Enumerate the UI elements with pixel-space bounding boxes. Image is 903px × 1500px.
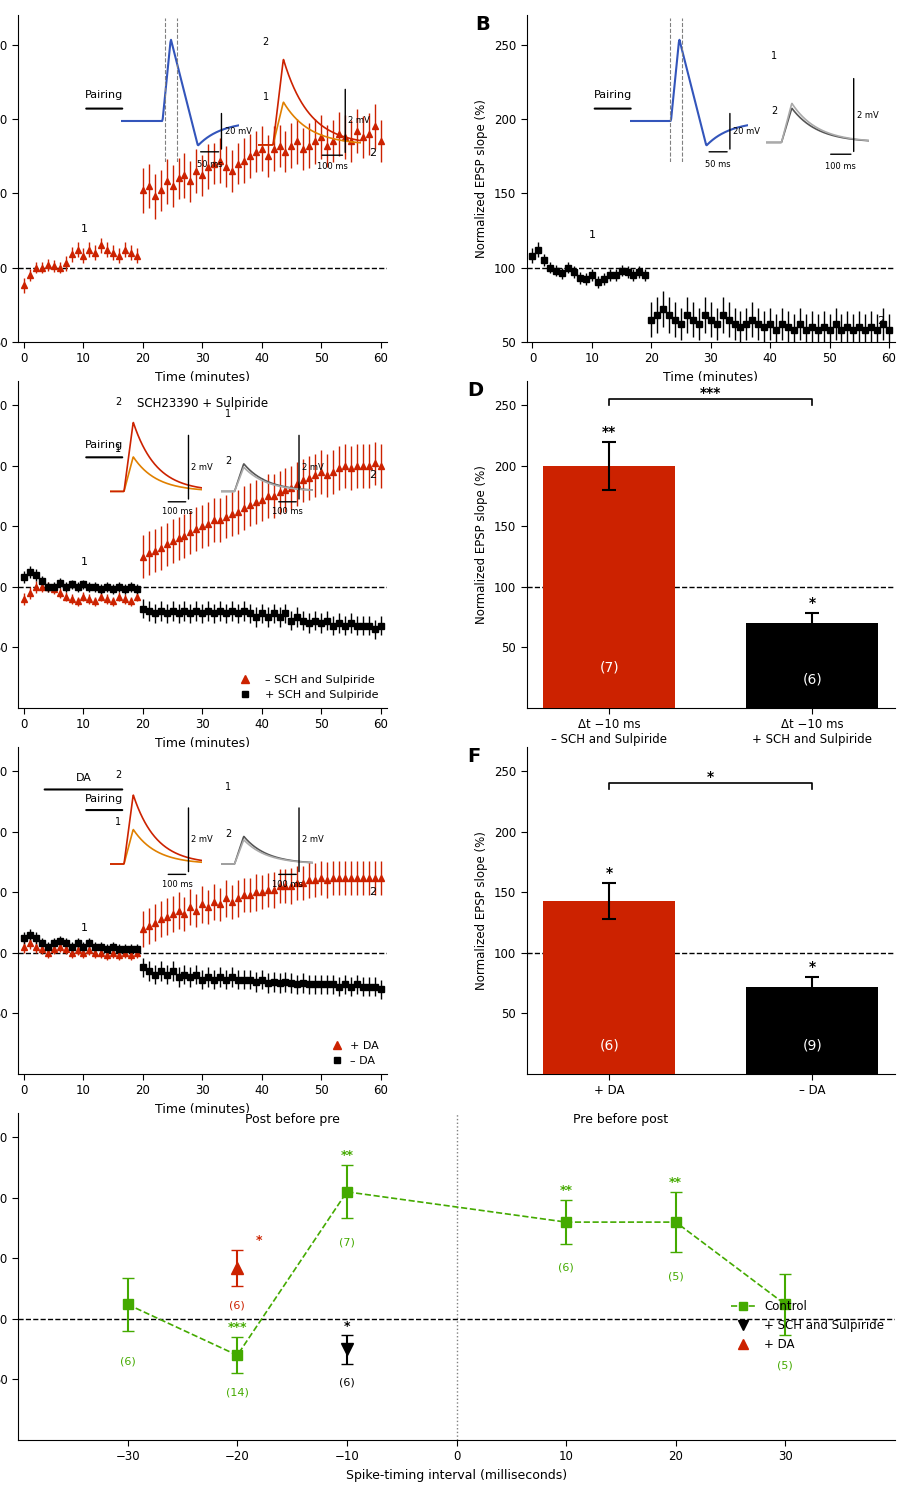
Text: 1: 1	[80, 556, 88, 567]
Text: *: *	[808, 597, 815, 610]
Text: **: **	[340, 1149, 353, 1162]
Text: ***: ***	[699, 386, 721, 400]
Text: DA: DA	[76, 774, 91, 783]
Text: ***: ***	[228, 1322, 247, 1334]
X-axis label: Time (minutes): Time (minutes)	[154, 1102, 249, 1116]
Y-axis label: Normalized EPSP slope (%): Normalized EPSP slope (%)	[475, 99, 488, 258]
Bar	[543, 902, 675, 1074]
Y-axis label: Normalized EPSP slope (%): Normalized EPSP slope (%)	[475, 831, 488, 990]
Text: B: B	[474, 15, 489, 34]
Text: D: D	[467, 381, 483, 400]
Text: Pairing: Pairing	[593, 90, 631, 99]
Legend: Control, + SCH and Sulpiride, + DA: Control, + SCH and Sulpiride, + DA	[726, 1296, 888, 1356]
Text: (9): (9)	[802, 1038, 821, 1053]
Legend: + DA, – DA: + DA, – DA	[323, 1038, 380, 1068]
Text: (6): (6)	[229, 1300, 245, 1310]
Bar	[543, 466, 675, 708]
Text: (6): (6)	[599, 1038, 619, 1053]
Text: 2: 2	[368, 886, 376, 897]
Text: Pairing: Pairing	[85, 90, 123, 99]
Text: *: *	[605, 865, 612, 879]
Text: (7): (7)	[339, 1238, 355, 1246]
Text: (6): (6)	[802, 672, 821, 687]
Text: F: F	[467, 747, 480, 766]
Legend:   – SCH and Sulpiride,   + SCH and Sulpiride: – SCH and Sulpiride, + SCH and Sulpiride	[231, 672, 380, 702]
Text: *: *	[706, 770, 713, 784]
Text: **: **	[668, 1176, 682, 1190]
Text: (6): (6)	[558, 1263, 573, 1272]
Text: **: **	[601, 424, 616, 438]
Text: (6): (6)	[120, 1358, 135, 1366]
Text: 2: 2	[368, 148, 376, 158]
Text: Pre before post: Pre before post	[573, 1113, 667, 1126]
Text: Post before pre: Post before pre	[245, 1113, 340, 1126]
Text: (14): (14)	[226, 1388, 248, 1396]
Text: (7): (7)	[599, 660, 619, 675]
Text: 2: 2	[876, 316, 883, 326]
Text: **: **	[559, 1185, 572, 1197]
X-axis label: Time (minutes): Time (minutes)	[663, 370, 758, 384]
Text: 1: 1	[80, 922, 88, 933]
Text: 1: 1	[80, 224, 88, 234]
X-axis label: Spike-timing interval (milliseconds): Spike-timing interval (milliseconds)	[346, 1468, 566, 1482]
X-axis label: Time (minutes): Time (minutes)	[154, 736, 249, 750]
Text: *: *	[808, 960, 815, 974]
Bar	[746, 987, 877, 1074]
Text: 2: 2	[368, 470, 376, 480]
Y-axis label: Normalized EPSP slope (%): Normalized EPSP slope (%)	[475, 465, 488, 624]
Text: Pairing: Pairing	[85, 794, 123, 804]
Text: 1: 1	[588, 230, 595, 240]
Text: SCH23390 + Sulpiride: SCH23390 + Sulpiride	[136, 398, 267, 411]
Text: *: *	[256, 1234, 262, 1246]
Bar	[746, 622, 877, 708]
Text: (5): (5)	[777, 1360, 792, 1371]
Text: (6): (6)	[339, 1377, 354, 1388]
X-axis label: Time (minutes): Time (minutes)	[154, 370, 249, 384]
Text: Pairing: Pairing	[85, 440, 123, 450]
Text: (5): (5)	[667, 1270, 683, 1281]
Text: *: *	[343, 1320, 349, 1334]
